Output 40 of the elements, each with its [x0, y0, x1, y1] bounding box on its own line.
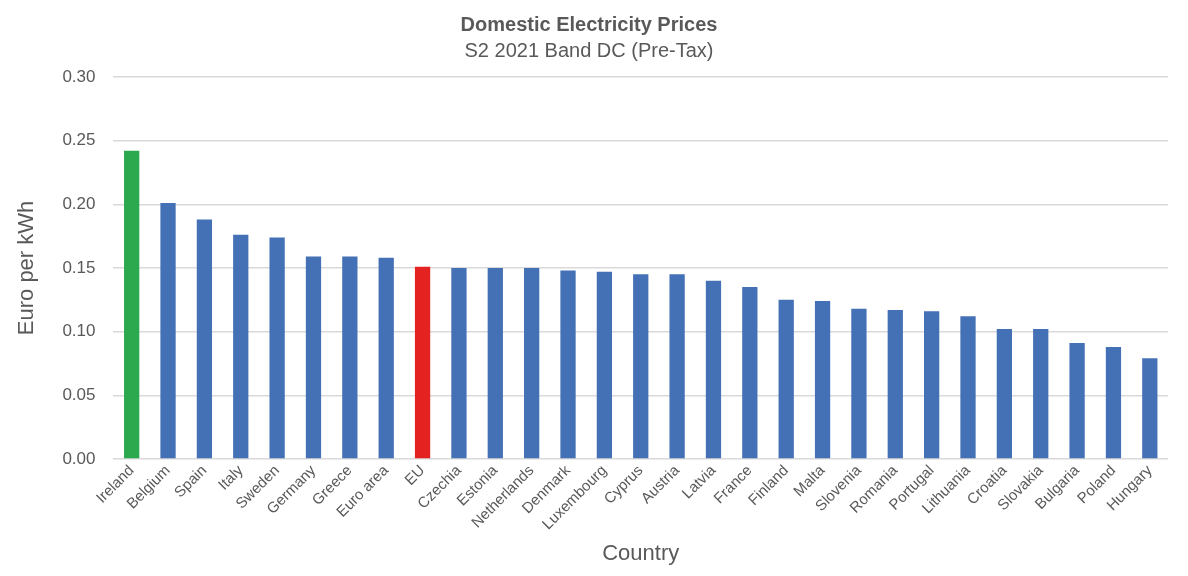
y-axis-title: Euro per kWh [13, 200, 39, 336]
x-axis-title: Country [602, 539, 680, 565]
bar [160, 203, 176, 459]
bar [1142, 358, 1158, 459]
y-tick-label: 0.10 [62, 321, 96, 341]
bar [596, 271, 613, 459]
bar [1069, 343, 1085, 459]
bar [124, 150, 140, 459]
bar [233, 234, 249, 459]
chart-title: Domestic Electricity Prices [460, 12, 718, 35]
bar [960, 316, 976, 459]
y-tick-label: 0.30 [62, 66, 96, 86]
bar [378, 257, 394, 459]
bar [414, 266, 431, 459]
bar [1105, 346, 1122, 459]
bar [342, 256, 358, 459]
bar [1033, 329, 1049, 459]
y-tick-label: 0.25 [62, 130, 96, 150]
y-tick-label: 0.00 [62, 448, 96, 468]
bar [487, 267, 503, 459]
chart-subtitle: S2 2021 Band DC (Pre-Tax) [464, 38, 714, 61]
bar [924, 311, 940, 459]
bar [524, 267, 540, 459]
bar [633, 274, 649, 459]
y-tick-label: 0.20 [62, 193, 96, 213]
bar [851, 308, 867, 459]
bar [996, 329, 1013, 459]
bar [887, 309, 903, 459]
y-tick-label: 0.05 [62, 384, 96, 404]
bar [305, 256, 322, 459]
bar [705, 280, 722, 459]
bar [742, 287, 758, 459]
bar [669, 274, 685, 459]
bar [196, 219, 213, 459]
bar [778, 299, 794, 459]
y-tick-label: 0.15 [62, 257, 96, 277]
bar [560, 270, 576, 459]
bar [451, 267, 467, 459]
bar [814, 301, 831, 459]
bar [269, 237, 285, 459]
